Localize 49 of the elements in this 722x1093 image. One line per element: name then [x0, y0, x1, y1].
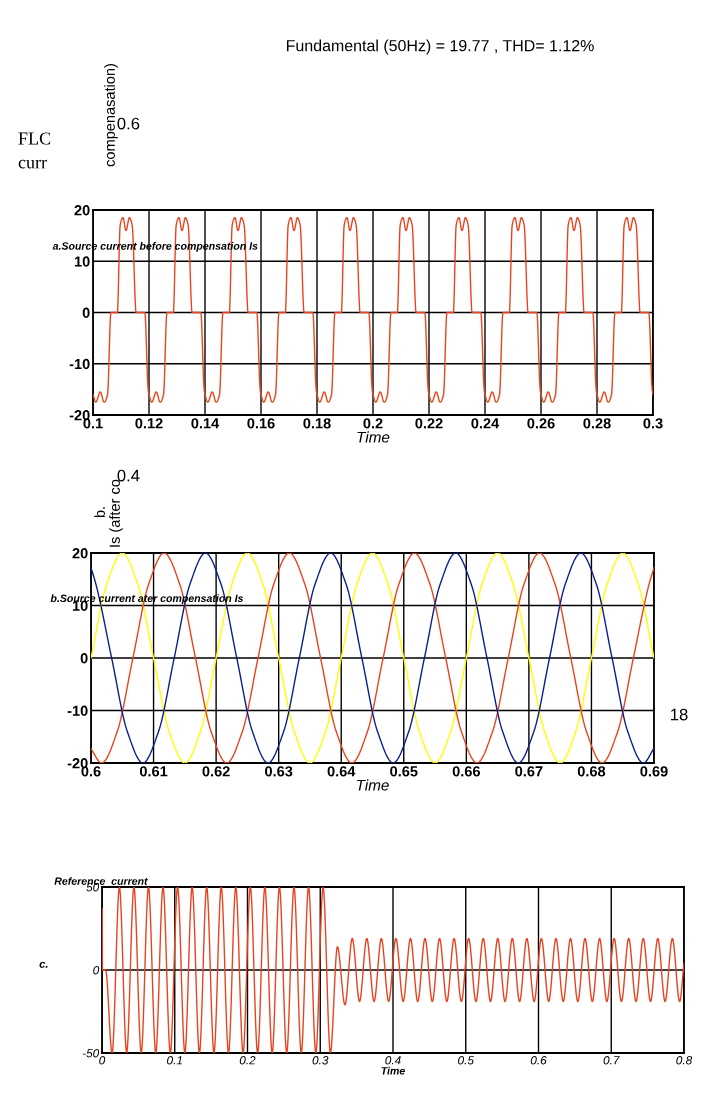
text: b.: [94, 507, 105, 518]
x-tick-label: 0.4: [385, 1056, 401, 1065]
x-tick-label: 0.67: [515, 766, 543, 777]
x-tick-label: 0.3: [643, 418, 663, 429]
x-tick-label: 0.14: [191, 418, 220, 429]
y-tick-label: -10: [67, 705, 88, 716]
y-tick-label: 0: [82, 307, 90, 318]
x-axis-title: Time: [356, 779, 389, 791]
y-axis-title: c.: [39, 961, 48, 968]
x-tick-label: 0.66: [452, 766, 480, 777]
y-tick-label: 20: [74, 205, 90, 216]
y-tick-label: -10: [69, 358, 90, 370]
x-tick-label: 0.8: [676, 1056, 693, 1065]
x-tick-label: 0.26: [527, 418, 555, 429]
text: 0.6: [117, 117, 140, 130]
y-tick-label: 0: [80, 653, 88, 664]
x-tick-label: 0.7: [603, 1056, 620, 1065]
x-tick-label: 0.12: [135, 418, 163, 429]
x-tick-label: 0.61: [139, 766, 168, 777]
x-tick-label: 0.65: [390, 766, 418, 777]
x-tick-label: 0.22: [415, 418, 443, 429]
x-axis-title: Time: [381, 1066, 405, 1075]
y-tick-label: 20: [72, 548, 88, 559]
x-tick-label: 0.68: [577, 766, 606, 777]
x-tick-label: 0.63: [265, 766, 293, 777]
x-tick-label: 0.64: [327, 766, 356, 777]
text: 18: [671, 708, 688, 721]
x-tick-label: 0.1: [167, 1056, 182, 1065]
x-tick-label: 0.6: [530, 1056, 547, 1065]
x-tick-label: 0.69: [640, 766, 668, 777]
y-tick-label: 10: [74, 256, 90, 267]
text: FLC curr: [18, 132, 51, 169]
text: Fundamental (50Hz) = 19.77 , THD= 1.12%: [286, 39, 594, 55]
x-tick-label: 0.3: [312, 1056, 329, 1065]
x-tick-label: 0.2: [363, 418, 383, 429]
x-tick-label: 0: [99, 1056, 106, 1065]
x-tick-label: 0.2: [239, 1056, 256, 1065]
x-tick-label: 0.16: [247, 418, 275, 429]
x-axis-title: Time: [357, 431, 390, 443]
y-tick-label: -50: [82, 1049, 100, 1058]
x-tick-label: 0.28: [583, 418, 611, 429]
text: compenasation): [104, 64, 118, 167]
x-tick-label: 0.62: [202, 766, 230, 777]
chart-title: Reference current: [54, 877, 148, 885]
y-tick-label: 0: [93, 966, 100, 975]
x-tick-label: 0.5: [458, 1056, 474, 1065]
x-tick-label: 0.24: [471, 418, 500, 429]
y-tick-label: 50: [86, 883, 100, 892]
x-tick-label: 0.18: [303, 418, 331, 429]
